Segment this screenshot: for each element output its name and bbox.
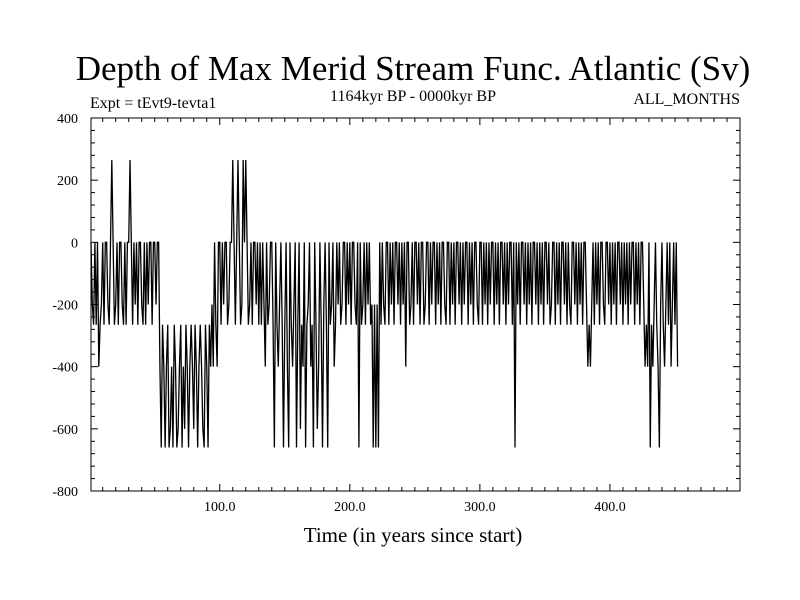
x-axis-labels: 100.0 200.0 300.0 400.0 <box>204 500 626 515</box>
experiment-label: Expt = tEvt9-tevta1 <box>90 95 216 112</box>
y-tick-label: 0 <box>71 236 78 251</box>
x-tick-label: 300.0 <box>464 500 496 515</box>
chart-title: Depth of Max Merid Stream Func. Atlantic… <box>76 49 751 88</box>
plot-frame <box>90 117 741 492</box>
plot-area <box>90 117 741 492</box>
y-tick-label: 400 <box>57 112 78 127</box>
y-tick-label: -800 <box>52 485 78 500</box>
x-tick-label: 200.0 <box>334 500 366 515</box>
y-tick-label: 200 <box>57 174 78 189</box>
x-tick-label: 400.0 <box>594 500 626 515</box>
x-axis-title: Time (in years since start) <box>304 523 523 547</box>
period-label: 1164kyr BP - 0000kyr BP <box>330 88 496 105</box>
series-line <box>90 159 679 448</box>
x-tick-label: 100.0 <box>204 500 236 515</box>
months-label: ALL_MONTHS <box>633 91 740 108</box>
y-axis-labels: -800 -600 -400 -200 0 200 400 <box>52 112 78 500</box>
y-tick-label: -400 <box>52 361 78 376</box>
y-tick-label: -200 <box>52 299 78 314</box>
y-tick-label: -600 <box>52 423 78 438</box>
